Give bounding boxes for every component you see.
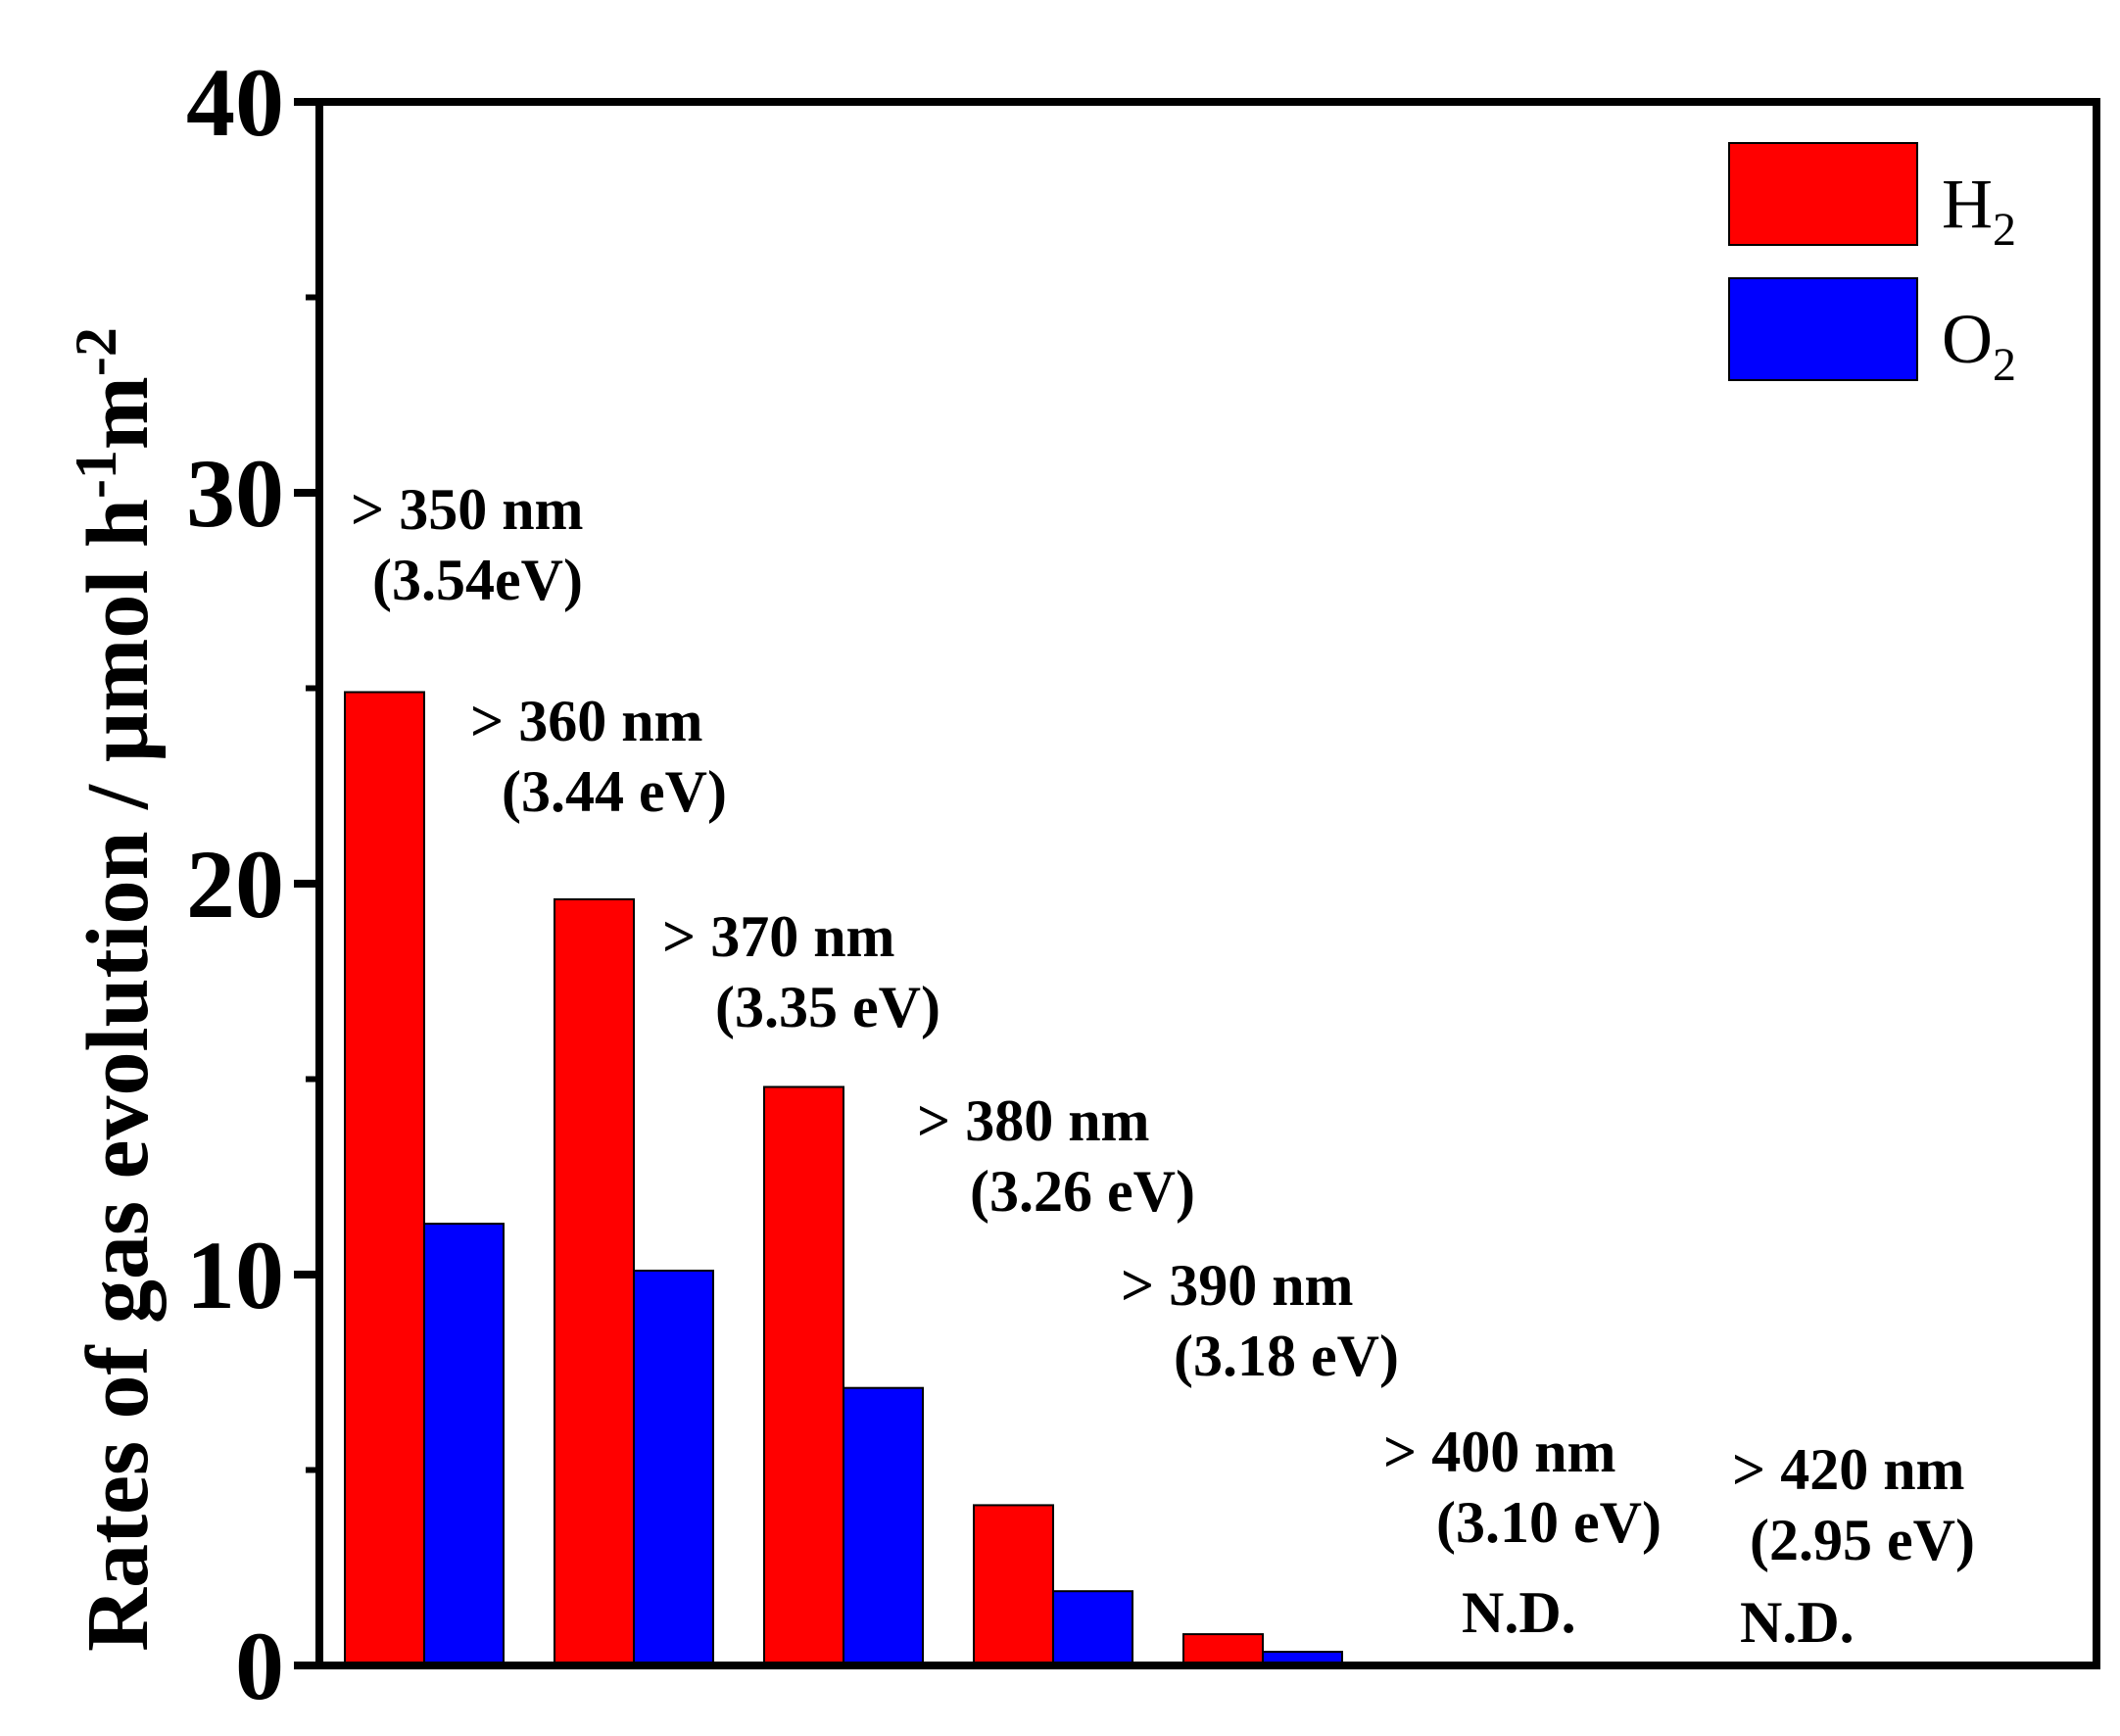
cutoff-label: > 360 nm [470,689,703,753]
legend: H2 O2 [1728,142,2016,391]
cutoff-label: > 350 nm [351,477,584,542]
energy-label: (3.18 eV) [1174,1324,1399,1388]
h2-bar-1 [344,691,425,1666]
y-tick-label: 10 [186,1221,284,1329]
y-tick-label: 0 [235,1612,284,1720]
h2-bar-3 [763,1085,844,1666]
h2-bar-5 [1182,1633,1264,1666]
cutoff-label: > 420 nm [1732,1437,1965,1502]
energy-label: (3.44 eV) [502,759,727,824]
y-tick-label: 20 [186,830,284,939]
legend-h2-label: H2 [1942,165,2016,256]
o2-bar-1 [423,1223,505,1666]
cutoff-label: > 400 nm [1383,1420,1616,1484]
cutoff-label: > 370 nm [662,904,895,969]
h2-bar-2 [554,897,635,1666]
y-tick-label: 40 [186,48,284,157]
o2-bar-3 [843,1386,924,1666]
o2-bar-2 [633,1270,714,1666]
legend-h2-swatch [1728,142,1918,246]
not-detected-label: N.D. [1462,1580,1576,1645]
y-tick-label: 30 [186,439,284,548]
energy-label: (3.35 eV) [715,975,940,1039]
not-detected-label: N.D. [1740,1590,1855,1655]
energy-label: (3.26 eV) [970,1159,1195,1224]
energy-label: (3.54eV) [372,548,583,612]
bars-group [344,691,1343,1667]
cutoff-label: > 380 nm [917,1088,1150,1153]
legend-o2-swatch [1728,277,1918,381]
energy-label: (3.10 eV) [1436,1490,1662,1555]
energy-label: (2.95 eV) [1750,1508,1975,1572]
annotations-group: > 350 nm(3.54eV) > 360 nm(3.44 eV) > 370 n… [351,477,1975,1655]
legend-o2-label: O2 [1942,300,2016,391]
y-axis: 0 10 20 30 40 [186,48,319,1720]
o2-bar-4 [1052,1590,1133,1666]
h2-bar-4 [973,1504,1054,1667]
cutoff-label: > 390 nm [1121,1253,1354,1318]
plot-frame [315,98,2100,1669]
y-axis-title: Rates of gas evolution / µmol h-1m-2 [64,327,167,1652]
